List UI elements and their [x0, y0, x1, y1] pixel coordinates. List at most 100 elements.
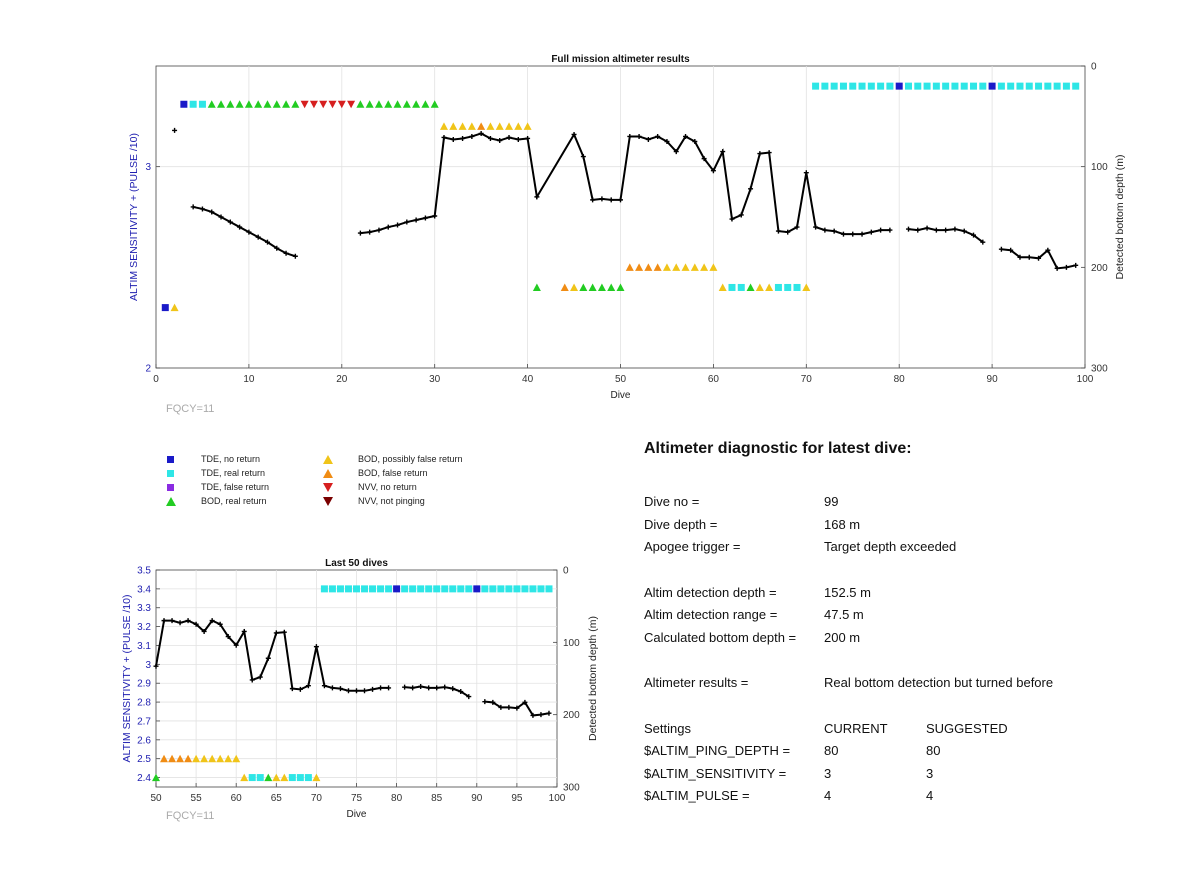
last50-marker-tde-real-return: [296, 774, 304, 782]
last50-x-tick-label: 80: [391, 793, 403, 804]
full-depth-point: [971, 232, 977, 238]
last50-depth-point: [402, 684, 408, 690]
full-depth-point: [441, 134, 447, 140]
full-depth-point: [868, 229, 874, 235]
last50-marker-tde-real-return: [256, 774, 264, 782]
full-marker-tde-real-return: [1016, 82, 1024, 90]
full-depth-point: [534, 194, 540, 200]
full-marker-bod-real-return: [579, 283, 588, 291]
last50-marker-tde-real-return: [369, 585, 377, 593]
last50-chart-title: Last 50 dives: [325, 558, 388, 569]
full-marker-bod-possibly-false: [495, 122, 504, 130]
altimeter-results-value: Real bottom detection but turned before: [824, 675, 1054, 690]
last50-y-left-tick-label: 2.4: [137, 773, 151, 784]
full-marker-tde-real-return: [914, 82, 922, 90]
last50-depth-point: [538, 712, 544, 718]
full-depth-point: [757, 151, 763, 157]
full-depth-point: [878, 227, 884, 233]
full-depth-point: [850, 231, 856, 237]
last50-depth-point: [265, 655, 271, 661]
legend-symbol-bod-possibly-false: [323, 455, 333, 464]
full-y-right-tick-label: 300: [1091, 364, 1108, 375]
last50-marker-tde-real-return: [513, 585, 521, 593]
last50-x-tick-label: 65: [271, 793, 283, 804]
last50-y-left-tick-label: 2.9: [137, 679, 151, 690]
full-marker-tde-real-return: [979, 82, 987, 90]
full-depth-point: [720, 149, 726, 155]
last50-depth-point: [442, 684, 448, 690]
full-marker-tde-real-return: [904, 82, 912, 90]
full-marker-tde-real-return: [774, 283, 782, 291]
last50-frequency-note: FQCY=11: [166, 810, 214, 822]
full-depth-point: [274, 245, 280, 251]
full-depth-point: [683, 133, 689, 139]
last50-depth-point: [514, 705, 520, 711]
legend-label: TDE, no return: [201, 454, 261, 464]
legend-symbol-tde-real-return: [167, 470, 174, 477]
full-depth-point: [190, 204, 196, 210]
last50-depth-point: [386, 685, 392, 691]
full-depth-point: [738, 212, 744, 218]
last50-depth-point: [193, 621, 199, 627]
full-depth-point: [887, 227, 893, 233]
full-marker-bod-real-return: [272, 100, 281, 108]
last50-depth-point: [378, 685, 384, 691]
last50-depth-point: [410, 685, 416, 691]
last50-depth-point: [354, 688, 359, 694]
full-marker-bod-real-return: [393, 100, 402, 108]
dive-no-value: 99: [824, 494, 839, 509]
full-depth-point: [608, 197, 614, 203]
full-marker-tde-real-return: [1072, 82, 1080, 90]
last50-marker-tde-real-return: [457, 585, 465, 593]
full-marker-bod-possibly-false: [170, 303, 179, 312]
full-chart-title: Full mission altimeter results: [551, 54, 690, 65]
full-marker-tde-real-return: [189, 100, 197, 108]
last50-marker-tde-real-return: [248, 774, 256, 782]
last50-depth-point: [233, 642, 239, 648]
full-x-tick-label: 40: [522, 374, 534, 385]
full-marker-bod-real-return: [291, 100, 300, 108]
last50-marker-bod-possibly-false: [312, 773, 321, 782]
full-depth-point: [915, 227, 921, 233]
full-depth-point: [172, 127, 178, 133]
last50-marker-tde-real-return: [409, 585, 417, 593]
full-marker-bod-possibly-false: [662, 263, 671, 271]
altimeter-results-label: Altimeter results =: [644, 675, 749, 690]
apogee-trigger-value: Target depth exceeded: [824, 539, 957, 554]
last50-marker-tde-real-return: [288, 774, 296, 782]
last50-marker-tde-real-return: [385, 585, 393, 593]
full-marker-bod-possibly-false: [681, 263, 690, 271]
full-depth-point: [961, 228, 967, 234]
full-y-right-tick-label: 0: [1091, 62, 1097, 73]
last50-depth-point: [546, 710, 552, 716]
last50-marker-tde-real-return: [505, 585, 513, 593]
full-marker-bod-real-return: [217, 100, 226, 108]
full-marker-tde-no-return: [988, 82, 996, 90]
last50-depth-point: [370, 686, 376, 692]
full-marker-bod-false-return: [644, 263, 653, 271]
full-marker-bod-possibly-false: [514, 122, 523, 130]
full-marker-nvv-no-return: [337, 100, 346, 109]
full-marker-bod-possibly-false: [709, 263, 718, 271]
last50-marker-tde-real-return: [361, 585, 369, 593]
full-marker-nvv-no-return: [319, 100, 328, 109]
full-x-tick-label: 90: [987, 374, 999, 385]
last50-marker-bod-false-return: [184, 754, 193, 763]
full-y-right-tick-label: 100: [1091, 162, 1108, 173]
last50-depth-point: [466, 694, 472, 700]
full-marker-bod-possibly-false: [755, 283, 764, 291]
dive-depth-label: Dive depth =: [644, 517, 718, 532]
full-depth-point: [283, 250, 289, 256]
full-marker-bod-real-return: [356, 100, 365, 108]
last50-marker-tde-real-return: [417, 585, 425, 593]
full-marker-tde-real-return: [1035, 82, 1043, 90]
last50-y-left-tick-label: 2.8: [137, 698, 151, 709]
last50-y-right-axis-label: Detected bottom depth (m): [587, 616, 599, 741]
full-marker-tde-real-return: [951, 82, 959, 90]
full-depth-point: [794, 224, 800, 230]
last50-depth-point: [434, 685, 440, 691]
full-depth-point: [1026, 254, 1032, 260]
altim-detection-depth-value: 152.5 m: [824, 585, 871, 600]
legend-label: TDE, real return: [201, 468, 266, 478]
last50-depth-point: [490, 699, 496, 705]
